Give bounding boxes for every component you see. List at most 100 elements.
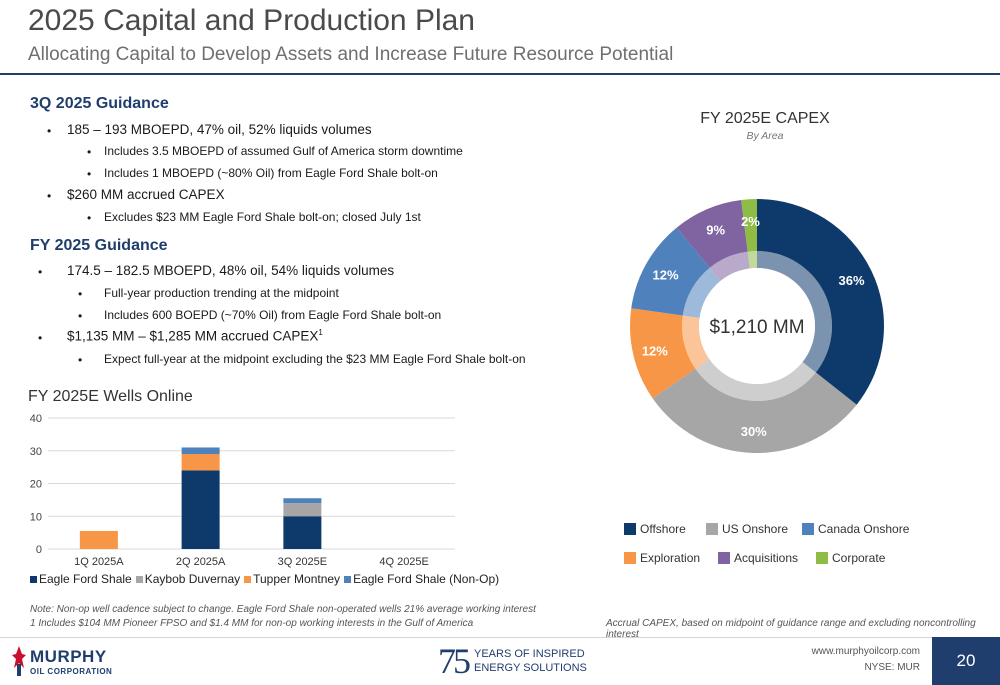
logo-name: MURPHY: [30, 647, 107, 666]
footnote-1: 1 Includes $104 MM Pioneer FPSO and $1.4…: [30, 618, 474, 629]
slice-label: 9%: [706, 222, 725, 237]
anniversary-number: 75: [438, 641, 471, 681]
x-tick-label: 2Q 2025A: [176, 556, 226, 568]
murphy-logo: MURPHY OIL CORPORATION: [12, 644, 162, 680]
footer-divider: [0, 637, 1000, 638]
donut-slice: [741, 199, 757, 252]
legend-swatch: [816, 552, 828, 564]
bullet-icon: •: [47, 124, 52, 138]
legend-swatch: [135, 576, 143, 584]
x-tick-label: 4Q 2025E: [379, 556, 429, 568]
y-tick-label: 10: [30, 511, 42, 523]
wells-chart-legend: Eagle Ford Shale Kaybob Duvernay Tupper Mo…: [30, 572, 503, 586]
guidance-3q-bullet2: $260 MM accrued CAPEX: [67, 187, 225, 202]
legend-us-onshore: US Onshore: [706, 522, 788, 536]
ticker: NYSE: MUR: [864, 662, 920, 673]
capex-chart-subtitle: By Area: [746, 130, 784, 142]
bullet-icon: •: [47, 189, 52, 203]
x-tick-label: 1Q 2025A: [74, 556, 124, 568]
capex-note: Accrual CAPEX, based on midpoint of guid…: [606, 618, 976, 640]
guidance-3q-bullet1-sub2: Includes 1 MBOEPD (~80% Oil) from Eagle …: [104, 166, 438, 180]
guidance-3q-bullet1: 185 – 193 MBOEPD, 47% oil, 52% liquids v…: [67, 122, 372, 137]
anniversary-line2: ENERGY SOLUTIONS: [474, 662, 587, 674]
legend-swatch: [706, 523, 718, 535]
guidance-fy-bullet2-sub1: Expect full-year at the midpoint excludi…: [104, 352, 526, 366]
donut-inner-ring: [709, 251, 750, 282]
donut-inner-ring: [757, 251, 832, 373]
slice-label: 30%: [741, 424, 767, 439]
legend-label: Kaybob Duvernay: [144, 572, 241, 586]
donut-inner-ring: [682, 267, 721, 318]
donut-slice: [676, 199, 748, 268]
bullet-icon: •: [38, 265, 43, 279]
guidance-fy-bullet1: 174.5 – 182.5 MBOEPD, 48% oil, 54% liqui…: [67, 263, 395, 278]
donut-inner-ring: [747, 251, 757, 269]
bar-segment: [181, 447, 220, 455]
guidance-fy-bullet1-sub2: Includes 600 BOEPD (~70% Oil) from Eagle…: [104, 308, 442, 322]
legend-swatch: [244, 576, 252, 584]
donut-center-label: $1,210 MM: [709, 317, 804, 338]
legend-label: Eagle Ford Shale (Non-Op): [353, 572, 500, 586]
header-divider: [0, 73, 1000, 75]
guidance-fy-bullet1-sub1: Full-year production trending at the mid…: [104, 286, 339, 300]
legend-swatch: [624, 552, 636, 564]
legend-offshore: Offshore: [624, 522, 686, 536]
donut-slice: [631, 227, 710, 316]
bullet-icon: •: [87, 211, 92, 225]
bullet-icon: •: [38, 331, 43, 345]
murphy-logo-icon: [12, 646, 26, 676]
legend-item: Kaybob Duvernay: [135, 572, 241, 586]
slice-label: 12%: [653, 267, 679, 282]
legend-corporate: Corporate: [816, 551, 885, 565]
wells-note: Note: Non-op well cadence subject to cha…: [30, 604, 536, 615]
legend-item: Eagle Ford Shale: [30, 572, 132, 586]
donut-inner-ring: [695, 359, 816, 401]
donut-inner-ring: [682, 315, 710, 369]
guidance-fy-bullet2: $1,135 MM – $1,285 MM accrued CAPEX1: [67, 328, 323, 344]
anniversary-badge: 75 YEARS OF INSPIRED ENERGY SOLUTIONS: [438, 641, 587, 682]
bar-segment: [283, 503, 322, 517]
legend-exploration: Exploration: [624, 551, 700, 565]
wells-bar-chart: 0 10 20 30 40 1Q 2025A 2Q 2025A 3Q 2025E 4Q 2025…: [30, 413, 455, 568]
slice-label: 36%: [838, 273, 864, 288]
legend-item: Eagle Ford Shale (Non-Op): [344, 572, 499, 586]
donut-hole: [699, 268, 815, 384]
y-tick-label: 0: [36, 544, 42, 556]
bullet-icon: •: [87, 167, 92, 181]
anniversary-line1: YEARS OF INSPIRED: [474, 648, 585, 660]
bar-segment: [283, 498, 322, 504]
guidance-3q-bullet2-sub1: Excludes $23 MM Eagle Ford Shale bolt-on…: [104, 210, 421, 224]
legend-swatch: [718, 552, 730, 564]
bullet-icon: •: [78, 309, 83, 323]
donut-slice: [652, 368, 857, 453]
legend-swatch: [30, 576, 37, 584]
y-tick-label: 40: [30, 413, 42, 425]
bullet-icon: •: [87, 145, 92, 159]
bar-segment: [283, 516, 322, 549]
bar-segment: [79, 530, 118, 549]
slice-label: 12%: [642, 343, 668, 358]
legend-swatch: [624, 523, 636, 535]
guidance-3q-heading: 3Q 2025 Guidance: [30, 95, 169, 112]
slice-label: 2%: [741, 214, 760, 229]
logo-subtitle: OIL CORPORATION: [30, 667, 113, 676]
guidance-fy-heading: FY 2025 Guidance: [30, 237, 168, 254]
x-tick-label: 3Q 2025E: [278, 556, 328, 568]
bar-segment: [181, 470, 220, 549]
page-number: 20: [932, 637, 1000, 685]
donut-slice: [757, 199, 884, 405]
y-tick-label: 20: [30, 479, 42, 491]
page-title: 2025 Capital and Production Plan: [28, 4, 475, 37]
legend-swatch: [344, 576, 352, 584]
bar-segment: [181, 454, 220, 471]
legend-label: Tupper Montney: [253, 572, 341, 586]
website-link[interactable]: www.murphyoilcorp.com: [811, 646, 920, 657]
bullet-icon: •: [78, 287, 83, 301]
y-tick-label: 30: [30, 446, 42, 458]
footnote-marker: 1: [318, 328, 323, 337]
donut-slice: [630, 308, 696, 399]
legend-item: Tupper Montney: [244, 572, 340, 586]
guidance-3q-bullet1-sub1: Includes 3.5 MBOEPD of assumed Gulf of A…: [104, 144, 463, 158]
capex-donut-chart: 36% 30% 12% 12% 9% 2% $1,210 MM: [630, 199, 884, 453]
legend-label: Eagle Ford Shale: [39, 572, 132, 586]
